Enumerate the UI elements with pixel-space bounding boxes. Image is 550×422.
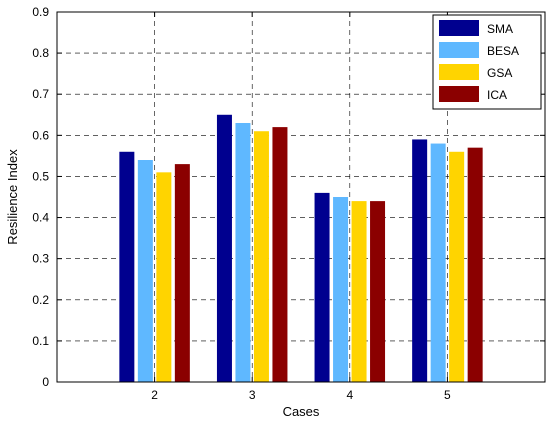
bar-gsa-case-4 [351,201,367,382]
legend-swatch-gsa [439,64,479,80]
x-axis-label: Cases [283,404,320,419]
y-tick-label: 0.6 [32,128,49,142]
bar-ica-case-4 [370,201,386,382]
bar-ica-case-3 [272,127,288,382]
bar-ica-case-2 [174,164,190,382]
y-tick-label: 0.9 [32,5,49,19]
legend-label-sma: SMA [487,22,513,36]
bar-gsa-case-5 [449,151,465,382]
y-tick-label: 0.2 [32,293,49,307]
bar-besa-case-4 [333,197,349,382]
legend-label-gsa: GSA [487,66,512,80]
bar-ica-case-5 [467,147,483,382]
bar-besa-case-2 [137,160,153,382]
y-tick-label: 0 [42,375,49,389]
bar-sma-case-3 [216,114,232,383]
x-tick-label: 2 [151,388,158,402]
bar-sma-case-4 [314,192,330,382]
y-axis-label: Resilience Index [5,149,20,245]
legend-swatch-sma [439,20,479,36]
y-tick-label: 0.3 [32,252,49,266]
bar-gsa-case-3 [253,131,269,382]
bar-layer [119,114,483,383]
y-tick-label: 0.7 [32,87,49,101]
x-tick-label: 5 [444,388,451,402]
plot-frame [56,11,546,383]
y-tick-label: 0.1 [32,334,49,348]
x-tick-label: 3 [249,388,256,402]
legend: SMA BESA GSA ICA [432,14,542,110]
bar-sma-case-2 [119,151,135,382]
y-tick-label: 0.4 [32,211,49,225]
legend-swatch-ica [439,86,479,102]
legend-label-ica: ICA [487,88,507,102]
bar-besa-case-5 [430,143,446,382]
y-tick-label: 0.5 [32,169,49,183]
bar-besa-case-3 [235,123,251,382]
legend-swatch-besa [439,42,479,58]
x-tick-label: 4 [346,388,353,402]
y-tick-label: 0.8 [32,46,49,60]
bar-sma-case-5 [412,139,428,382]
bar-gsa-case-2 [156,172,172,382]
legend-label-besa: BESA [487,44,519,58]
